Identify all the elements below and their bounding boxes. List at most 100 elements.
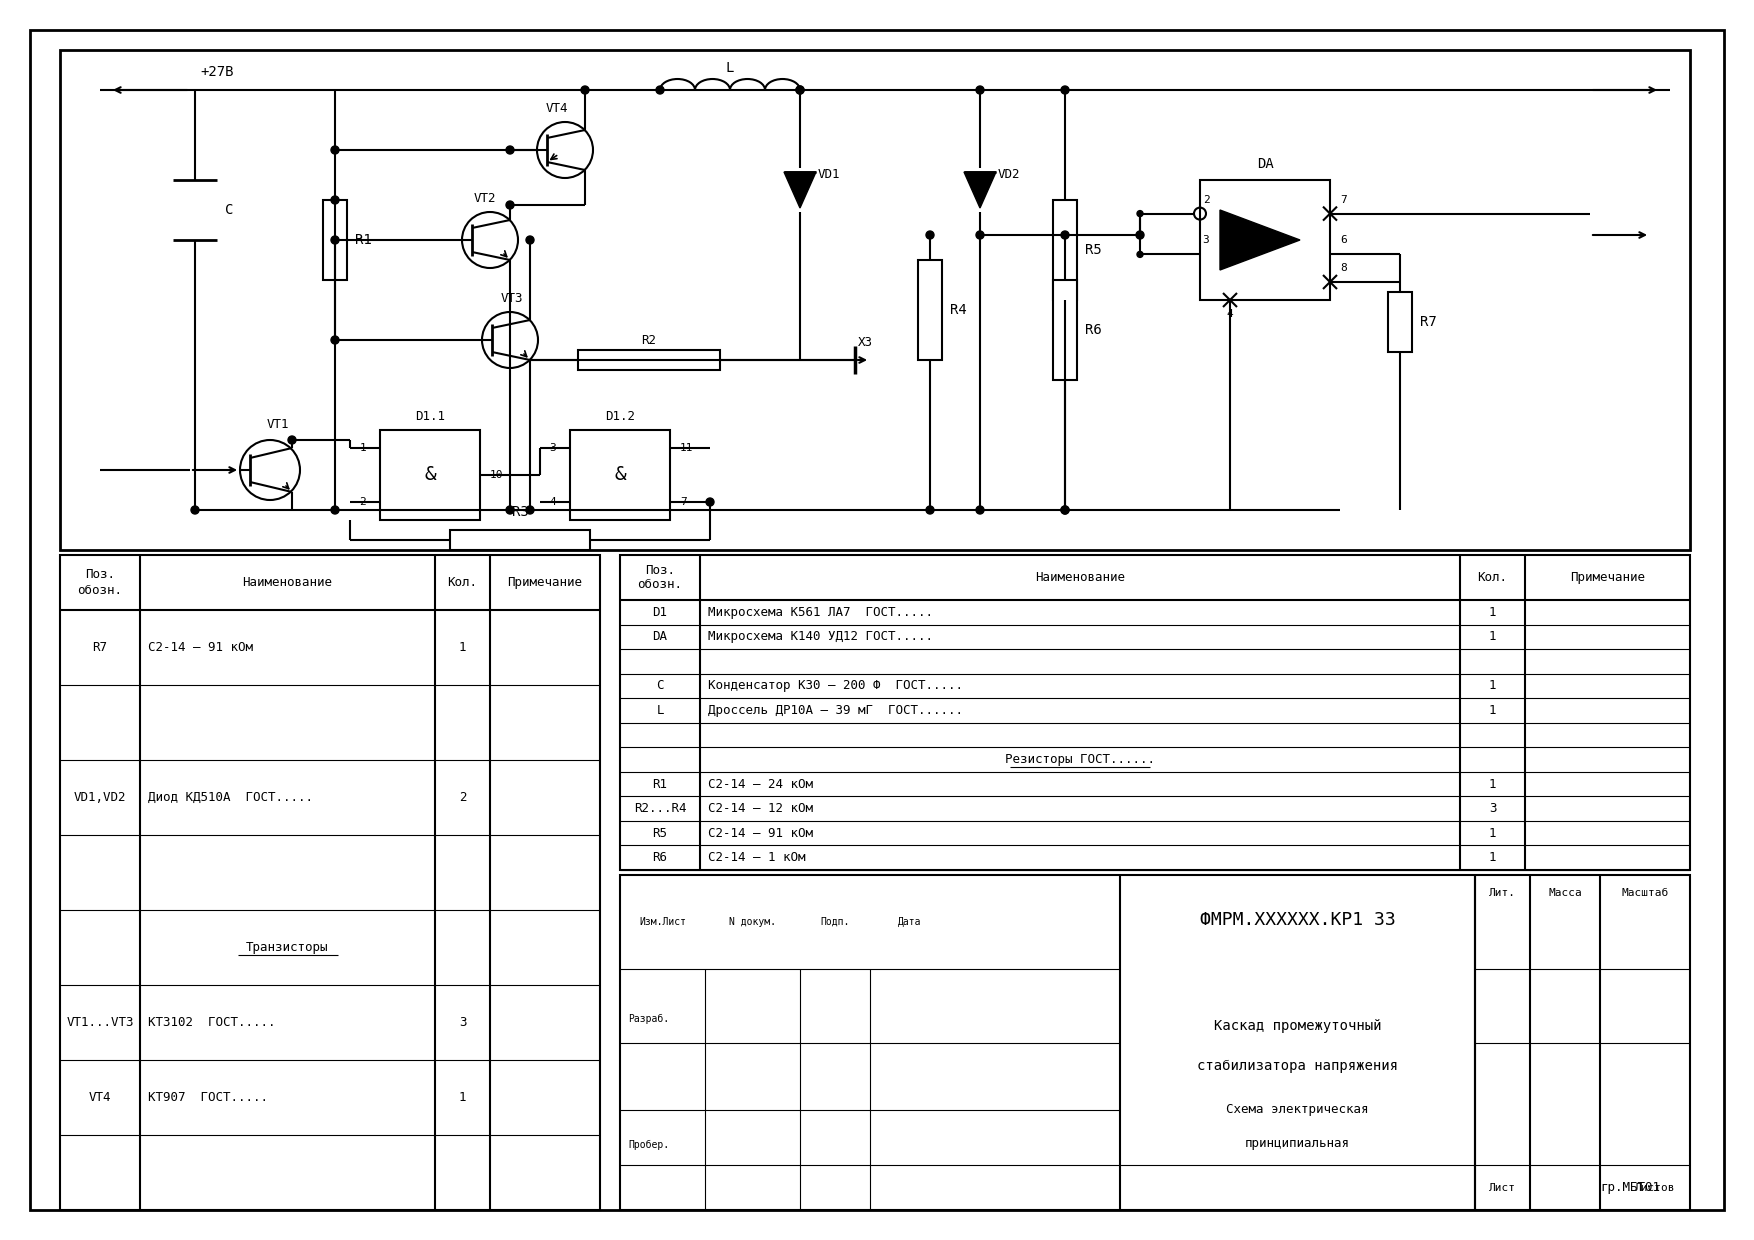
Circle shape [332,196,339,205]
Bar [1052,280,1077,379]
Text: Дата: Дата [898,916,923,928]
Text: Пробер.: Пробер. [628,1140,668,1149]
Text: DA: DA [652,630,668,644]
Text: VT4: VT4 [89,1091,111,1104]
Text: С2-14 – 91 кОм: С2-14 – 91 кОм [147,641,253,653]
Text: Подп.: Подп. [821,916,849,928]
Circle shape [1137,252,1144,258]
Text: КТ907  ГОСТ.....: КТ907 ГОСТ..... [147,1091,268,1104]
Text: D1.1: D1.1 [416,409,446,423]
Text: R2...R4: R2...R4 [633,802,686,815]
Text: 2: 2 [1203,195,1209,205]
Bar [579,350,719,370]
Text: Схема электрическая: Схема электрическая [1226,1104,1368,1116]
Text: C: C [225,203,233,217]
Text: R4: R4 [951,303,966,317]
Bar [570,430,670,520]
Text: 7: 7 [1340,195,1347,205]
Text: Поз.: Поз. [645,564,675,577]
Text: Поз.: Поз. [84,568,116,582]
Text: +27B: +27B [200,64,233,79]
Text: R1: R1 [652,777,668,791]
Text: L: L [656,704,663,717]
Circle shape [656,86,665,94]
Text: Листов: Листов [1635,1183,1675,1193]
Bar [451,529,589,551]
Circle shape [1061,506,1068,515]
Text: R1: R1 [354,233,372,247]
Text: Изм.Лист: Изм.Лист [638,916,686,928]
Text: VT2: VT2 [474,191,496,205]
Text: Примечание: Примечание [1570,570,1645,584]
Text: R6: R6 [652,851,668,864]
Circle shape [526,506,533,515]
Circle shape [1061,231,1068,239]
Text: С2-14 – 24 кОм: С2-14 – 24 кОм [709,777,814,791]
Circle shape [505,506,514,515]
Polygon shape [784,172,816,208]
Bar [323,200,347,280]
Circle shape [1061,86,1068,94]
Text: 3: 3 [460,1016,467,1029]
Text: Кол.: Кол. [1477,570,1507,584]
Circle shape [332,146,339,154]
Text: VD1,VD2: VD1,VD2 [74,791,126,804]
Circle shape [926,506,933,515]
Text: R7: R7 [1421,315,1437,329]
Text: Диод КД510А  ГОСТ.....: Диод КД510А ГОСТ..... [147,791,312,804]
Text: обозн.: обозн. [77,584,123,596]
Circle shape [707,498,714,506]
Text: N докум.: N докум. [730,916,775,928]
Text: R3: R3 [512,505,528,520]
Text: 1: 1 [460,1091,467,1104]
Circle shape [975,86,984,94]
Circle shape [581,86,589,94]
Circle shape [975,231,984,239]
Text: Наименование: Наименование [242,577,333,589]
Bar [381,430,481,520]
Text: D1.2: D1.2 [605,409,635,423]
Text: обозн.: обозн. [637,578,682,591]
Text: Кол.: Кол. [447,577,477,589]
Text: ФМРМ.ХХХХХХ.КР1 ЗЗ: ФМРМ.ХХХХХХ.КР1 ЗЗ [1200,911,1396,929]
Text: Микросхема К140 УД12 ГОСТ.....: Микросхема К140 УД12 ГОСТ..... [709,630,933,644]
Text: VT1: VT1 [267,419,289,432]
Text: Лист: Лист [1489,1183,1515,1193]
Text: R5: R5 [1086,243,1102,257]
Circle shape [526,236,533,244]
Circle shape [796,86,803,94]
Text: 1: 1 [1489,680,1496,692]
Text: 4: 4 [549,497,556,507]
Text: VT1...VT3: VT1...VT3 [67,1016,133,1029]
Text: Примечание: Примечание [507,577,582,589]
Text: Масштаб: Масштаб [1621,888,1668,898]
Text: 1: 1 [1489,851,1496,864]
Text: X3: X3 [858,336,872,348]
Circle shape [191,506,198,515]
Text: Масса: Масса [1549,888,1582,898]
Text: С2-14 – 91 кОм: С2-14 – 91 кОм [709,827,814,839]
Text: Дроссель ДР10А – 39 мГ  ГОСТ......: Дроссель ДР10А – 39 мГ ГОСТ...... [709,704,963,717]
Text: D1: D1 [652,606,668,619]
Text: 8: 8 [1340,263,1347,273]
Text: 3: 3 [1489,802,1496,815]
Circle shape [975,506,984,515]
Text: 1: 1 [1489,606,1496,619]
Text: Микросхема К561 ЛА7  ГОСТ.....: Микросхема К561 ЛА7 ГОСТ..... [709,606,933,619]
Circle shape [288,436,296,444]
Circle shape [332,236,339,244]
Text: DA: DA [1256,157,1273,171]
Text: Наименование: Наименование [1035,570,1124,584]
Text: Разраб.: Разраб. [628,1014,668,1024]
Text: R6: R6 [1086,322,1102,337]
Bar [1200,180,1330,300]
Text: C: C [656,680,663,692]
Text: Резисторы ГОСТ......: Резисторы ГОСТ...... [1005,753,1154,766]
Circle shape [332,336,339,343]
Text: 6: 6 [1340,236,1347,246]
Text: 1: 1 [1489,827,1496,839]
Text: С2-14 – 1 кОм: С2-14 – 1 кОм [709,851,805,864]
Text: 1: 1 [1489,630,1496,644]
Text: 2: 2 [460,791,467,804]
Text: R5: R5 [652,827,668,839]
